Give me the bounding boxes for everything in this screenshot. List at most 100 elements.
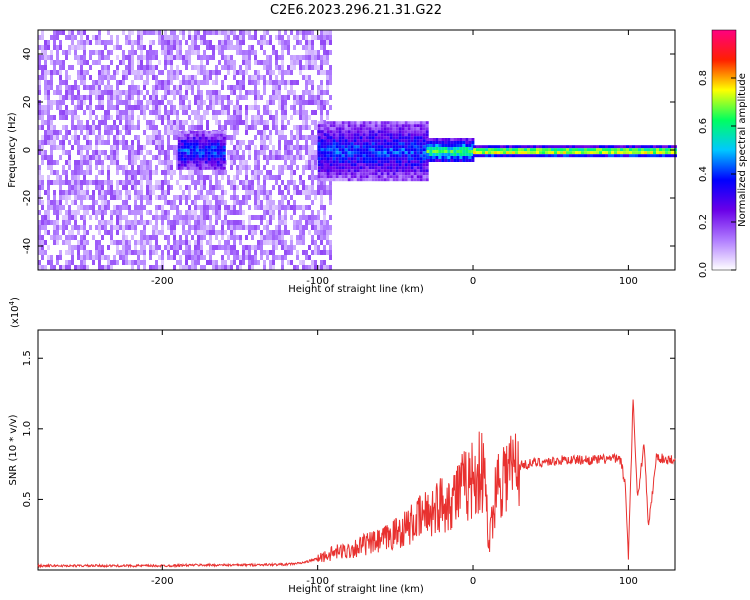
spectrogram-cell [62,190,65,195]
spectrogram-cell [200,35,203,40]
spectrogram-cell [38,90,41,95]
spectrogram-cell [194,170,197,175]
spectrogram-cell [38,165,41,170]
spectrogram-cell [191,75,194,80]
spectrogram-cell [468,144,472,147]
spectrogram-cell [257,150,260,155]
spectrogram-cell [104,45,107,50]
spectrogram-cell [161,170,164,175]
spectrogram-cell [140,180,143,185]
spectrogram-cell [488,151,491,155]
spectrogram-cell [86,240,89,245]
spectrogram-cell [456,159,460,162]
spectrogram-cell [275,110,278,115]
spectrogram-cell [311,40,314,45]
spectrogram-cell [158,185,161,190]
spectrogram-cell [278,215,281,220]
spectrogram-cell [131,125,134,130]
spectrogram-cell [260,130,263,135]
spectrogram-cell [290,170,293,175]
spectrogram-cell [161,115,164,120]
spectrogram-cell [53,230,56,235]
spectrogram-cell [98,80,101,85]
spectrogram-cell [180,160,184,164]
spectrogram-cell [230,40,233,45]
spectrogram-cell [245,90,248,95]
spectrogram-cell [281,115,284,120]
spectrogram-cell [119,115,122,120]
spectrogram-cell [266,120,269,125]
spectrogram-cell [212,170,215,175]
spectrogram-cell [155,95,158,100]
spectrogram-cell [185,215,188,220]
spectrogram-cell [221,175,224,180]
spectrogram-cell [50,100,53,105]
spectrogram-cell [233,240,236,245]
spectrogram-cell [213,160,217,164]
spectrogram-cell [308,75,311,80]
spectrogram-cell [212,210,215,215]
spectrogram-cell [284,105,287,110]
spectrogram-cell [581,151,584,155]
spectrogram-cell [41,265,44,270]
spectrogram-cell [290,150,293,155]
spectrogram-cell [326,127,330,131]
spectrogram-cell [290,240,293,245]
spectrogram-cell [332,121,336,125]
spectrogram-cell [53,70,56,75]
spectrogram-cell [131,185,134,190]
spectrogram-cell [269,150,272,155]
spectrogram-cell [164,45,167,50]
spectrogram-cell [107,100,110,105]
spectrogram-cell [188,105,191,110]
spectrogram-cell [392,127,396,131]
spectrogram-cell [617,151,620,155]
spectrogram-cell [204,145,208,149]
spectrogram-cell [335,142,339,146]
spectrogram-cell [533,151,536,155]
spectrogram-cell [134,175,137,180]
spectrogram-cell [374,124,378,128]
spectrogram-cell [98,50,101,55]
spectrogram-cell [320,190,323,195]
spectrogram-cell [140,70,143,75]
spectrogram-cell [329,175,333,179]
spectrogram-cell [359,136,363,140]
spectrogram-cell [143,45,146,50]
spectrogram-cell [77,225,80,230]
spectrogram-cell [158,160,161,165]
spectrogram-cell [146,190,149,195]
spectrogram-cell [50,135,53,140]
spectrogram-cell [435,147,439,150]
spectrogram-cell [215,210,218,215]
spectrogram-cell [371,127,375,131]
spectrogram-cell [296,145,299,150]
spectrogram-cell [281,165,284,170]
spectrogram-cell [113,205,116,210]
spectrogram-cell [116,250,119,255]
spectrogram-cell [284,40,287,45]
spectrogram-cell [227,175,230,180]
spectrogram-cell [284,225,287,230]
spectrogram-cell [266,250,269,255]
spectrogram-cell [623,145,626,149]
spectrogram-cell [329,185,332,190]
spectrogram-cell [482,148,485,152]
spectrogram-cell [83,100,86,105]
spectrogram-cell [68,110,71,115]
spectrogram-cell [53,180,56,185]
spectrogram-cell [77,160,80,165]
spectrogram-cell [221,105,224,110]
spectrogram-cell [323,121,327,125]
spectrogram-cell [98,155,101,160]
spectrogram-cell [311,90,314,95]
spectrogram-cell [222,151,226,155]
spectrogram-cell [257,110,260,115]
spectrogram-cell [317,50,320,55]
spectrogram-cell [254,55,257,60]
spectrogram-cell [209,200,212,205]
spectrogram-cell [107,55,110,60]
spectrogram-cell [152,110,155,115]
spectrogram-cell [377,169,381,173]
spectrogram-cell [468,153,472,156]
